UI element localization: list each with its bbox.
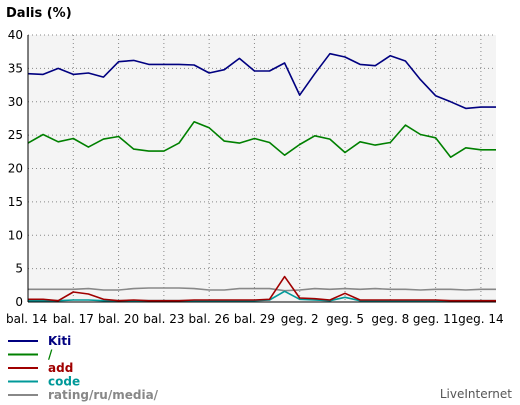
legend-label: rating/ru/media/ <box>48 388 159 402</box>
liveinternet-brand: LiveInternet <box>440 387 512 401</box>
y-tick-label: 30 <box>8 95 23 109</box>
y-tick-label: 10 <box>8 228 23 242</box>
x-tick-label: bal. 14 <box>6 312 47 326</box>
x-tick-label: geg. 14 <box>458 312 504 326</box>
x-tick-label: bal. 29 <box>234 312 275 326</box>
legend-label: / <box>48 348 53 362</box>
y-tick-label: 0 <box>15 295 23 309</box>
legend-label: Kiti <box>48 334 71 348</box>
y-axis-tick-labels: 0 5 10 15 20 25 30 35 40 <box>8 28 23 309</box>
chart-title: Dalis (%) <box>6 6 72 21</box>
x-tick-label: bal. 26 <box>189 312 230 326</box>
legend-label: add <box>48 361 73 375</box>
y-tick-label: 40 <box>8 28 23 42</box>
series-line-rating-ru-media <box>28 287 496 292</box>
y-tick-label: 15 <box>8 195 23 209</box>
x-axis-tick-labels: bal. 14 bal. 17 bal. 20 bal. 23 bal. 26 bal. … <box>6 312 504 326</box>
y-tick-label: 25 <box>8 128 23 142</box>
series-line- <box>27 121 496 158</box>
series-line-kiti <box>27 52 496 110</box>
series-line-add <box>28 275 496 302</box>
x-tick-label: bal. 23 <box>143 312 184 326</box>
plot-area <box>28 35 496 302</box>
y-tick-label: 20 <box>8 162 23 176</box>
legend-label: code <box>48 375 80 389</box>
y-tick-label: 35 <box>8 61 23 75</box>
x-tick-label: geg. 2 <box>281 312 319 326</box>
x-tick-label: bal. 17 <box>53 312 94 326</box>
x-tick-label: geg. 11 <box>413 312 459 326</box>
x-tick-label: geg. 8 <box>371 312 409 326</box>
series-lines <box>27 52 496 302</box>
x-tick-label: geg. 5 <box>326 312 364 326</box>
x-tick-label: bal. 20 <box>98 312 139 326</box>
y-tick-label: 5 <box>15 262 23 276</box>
